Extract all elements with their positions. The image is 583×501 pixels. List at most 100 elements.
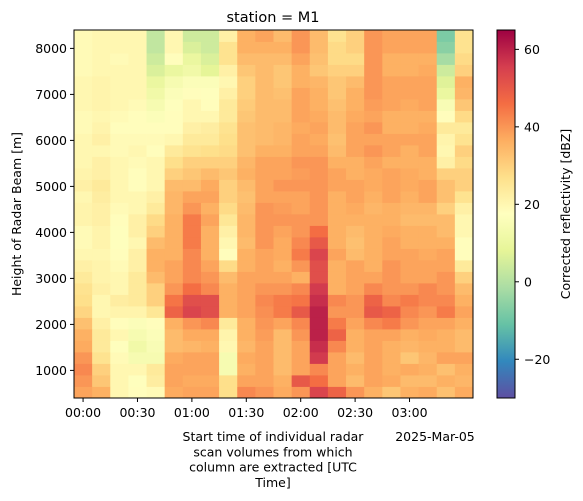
heatmap-cell [454,248,474,261]
heatmap-cell [273,145,293,157]
heatmap-cell [400,225,419,238]
heatmap-cell [346,41,365,54]
heatmap-cell [200,76,220,88]
heatmap-cell [92,156,111,169]
heatmap-cell [255,30,274,42]
heatmap-cell [237,30,256,42]
x-tick-label: 01:30 [228,405,264,420]
heatmap-cell [74,87,93,100]
heatmap-cell [200,30,220,42]
y-tick-label: 6000 [35,133,67,148]
heatmap-cell [364,248,383,261]
heatmap-cell [418,110,438,123]
heatmap-cell [346,363,365,376]
heatmap-cell [273,329,293,341]
heatmap-cell [74,375,93,387]
heatmap-cell [200,122,220,134]
heatmap-cell [346,340,365,353]
heatmap-cell [219,110,238,123]
heatmap-cell [400,179,419,192]
heatmap-cell [454,386,474,399]
heatmap-cell [291,352,311,364]
heatmap-cell [327,260,347,272]
colorbar-axis: −20 0 20 40 60 [515,42,550,367]
heatmap-cell [309,306,329,318]
heatmap-cell [255,271,274,284]
heatmap-cell [74,76,93,88]
heatmap-cell [327,283,347,295]
heatmap-cell [255,225,274,238]
heatmap-cell [364,53,383,65]
heatmap-cell [436,237,456,249]
heatmap-cell [436,110,456,123]
heatmap-cell [164,179,184,192]
heatmap-cell [436,30,456,42]
heatmap-cell [309,30,329,42]
heatmap-cell [291,179,311,192]
heatmap-cell [309,168,329,180]
heatmap-cell [273,99,293,111]
heatmap-cell [400,202,419,215]
heatmap-cell [237,87,256,100]
heatmap-cell [110,375,129,387]
y-tick-label: 5000 [35,179,67,194]
y-axis: 1000 2000 3000 4000 5000 6000 7000 8000 [35,41,74,378]
heatmap-cell [74,122,93,134]
heatmap-cell [364,306,383,318]
heatmap-cell [436,375,456,387]
heatmap-cell [273,294,293,307]
heatmap-cell [454,156,474,169]
heatmap-cell [92,76,111,88]
heatmap-cell [364,110,383,123]
heatmap-cell [219,294,238,307]
heatmap-cell [346,133,365,146]
heatmap-cell [182,283,202,295]
heatmap-cell [110,168,129,180]
heatmap-cell [128,317,147,330]
heatmap-cell [74,168,93,180]
heatmap-cell [291,260,311,272]
heatmap-cell [346,168,365,180]
heatmap-cell [237,133,256,146]
heatmap-cell [255,168,274,180]
heatmap-cell [237,340,256,353]
heatmap-cell [128,99,147,111]
heatmap-cell [128,306,147,318]
heatmap-cell [418,237,438,249]
heatmap-cell [400,122,419,134]
heatmap-cell [400,145,419,157]
heatmap-cell [454,30,474,42]
heatmap-cell [364,87,383,100]
heatmap-cell [382,248,401,261]
heatmap-cell [200,214,220,226]
heatmap-cell [74,340,93,353]
heatmap-cell [92,306,111,318]
heatmap-cell [74,271,93,284]
heatmap-cell [291,237,311,249]
heatmap-cell [164,340,184,353]
heatmap-cell [110,64,129,77]
heatmap-cell [346,64,365,77]
heatmap-cell [255,133,274,146]
heatmap-cell [164,122,184,134]
heatmap-cell [237,352,256,364]
heatmap-cell [418,329,438,341]
heatmap-cell [436,145,456,157]
heatmap-cell [255,386,274,399]
heatmap-cell [128,329,147,341]
heatmap-cell [219,168,238,180]
heatmap-cell [436,76,456,88]
heatmap-cell [74,64,93,77]
heatmap-cell [219,283,238,295]
heatmap-cell [346,99,365,111]
heatmap-cell [146,133,166,146]
heatmap-cell [182,156,202,169]
heatmap-cell [237,294,256,307]
heatmap-cell [327,76,347,88]
heatmap-cell [327,179,347,192]
heatmap-cell [219,306,238,318]
heatmap-cell [110,110,129,123]
heatmap-cell [92,30,111,42]
heatmap-cell [237,237,256,249]
heatmap-cell [364,237,383,249]
